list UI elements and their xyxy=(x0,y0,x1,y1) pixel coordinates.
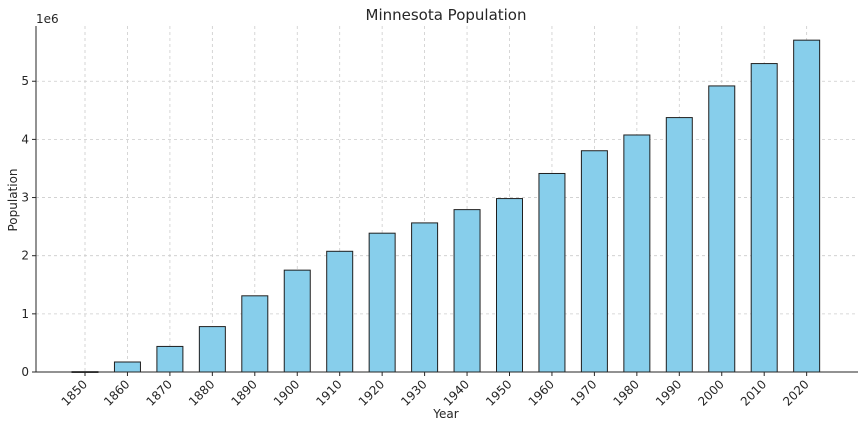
x-tick-label-1990: 1990 xyxy=(653,377,684,408)
x-tick-label-1980: 1980 xyxy=(610,377,641,408)
x-tick-label-1930: 1930 xyxy=(398,377,429,408)
y-tick-label-1: 1 xyxy=(21,307,29,321)
bar-1940 xyxy=(453,209,481,373)
x-tick-label-1950: 1950 xyxy=(483,377,514,408)
bars xyxy=(71,39,821,373)
chart-title: Minnesota Population xyxy=(366,6,527,24)
y-tick-label-4: 4 xyxy=(21,132,29,146)
y-axis-offset-label: 1e6 xyxy=(36,12,59,26)
bar-1870 xyxy=(156,345,184,373)
x-tick-label-1850: 1850 xyxy=(59,377,90,408)
x-tick-label-1960: 1960 xyxy=(526,377,557,408)
bar-1980 xyxy=(623,134,651,373)
bar-1960 xyxy=(538,172,566,373)
x-axis-label: Year xyxy=(432,407,458,421)
x-tick-label-1870: 1870 xyxy=(144,377,175,408)
bar-1990 xyxy=(665,117,693,373)
x-tick-label-1860: 1860 xyxy=(101,377,132,408)
y-axis-label: Population xyxy=(6,168,20,231)
x-tick-label-1910: 1910 xyxy=(313,377,344,408)
y-tick-label-5: 5 xyxy=(21,74,29,88)
x-tick-label-1890: 1890 xyxy=(228,377,259,408)
bar-1920 xyxy=(368,232,396,373)
bar-1910 xyxy=(326,250,354,373)
x-tick-label-1940: 1940 xyxy=(441,377,472,408)
bar-1900 xyxy=(283,269,311,373)
bar-2010 xyxy=(750,63,778,373)
bar-1890 xyxy=(241,295,269,373)
bar-1930 xyxy=(411,222,439,373)
x-tick-label-1920: 1920 xyxy=(356,377,387,408)
bar-1970 xyxy=(580,150,608,373)
x-tick-label-1880: 1880 xyxy=(186,377,217,408)
y-tick-label-0: 0 xyxy=(21,365,29,379)
y-tick-label-2: 2 xyxy=(21,249,29,263)
x-tick-label-1970: 1970 xyxy=(568,377,599,408)
x-tick-label-1900: 1900 xyxy=(271,377,302,408)
bar-2020 xyxy=(793,39,821,373)
bar-1880 xyxy=(198,326,226,373)
x-tick-label-2020: 2020 xyxy=(780,377,811,408)
y-tick-label-3: 3 xyxy=(21,191,29,205)
x-tick-label-2010: 2010 xyxy=(738,377,769,408)
axes xyxy=(32,26,858,376)
x-tick-label-2000: 2000 xyxy=(695,377,726,408)
bar-1860 xyxy=(113,361,141,373)
bar-1950 xyxy=(496,198,523,373)
bar-2000 xyxy=(708,85,736,373)
